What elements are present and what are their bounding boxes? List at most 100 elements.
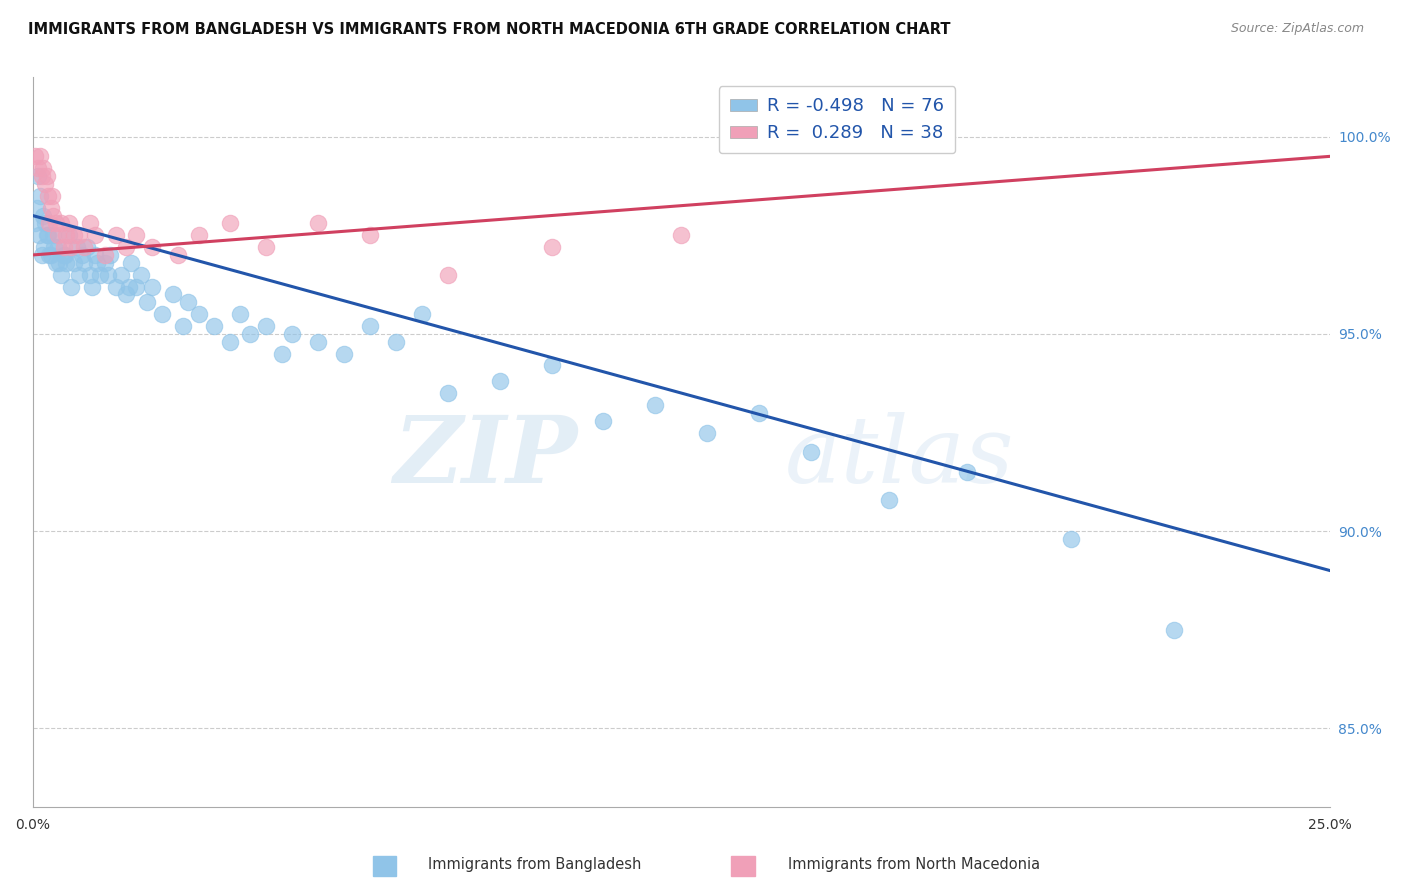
Point <box>94 256 117 270</box>
Point <box>73 240 96 254</box>
Point <box>177 295 200 310</box>
Point <box>32 240 55 254</box>
Point <box>110 268 132 282</box>
Point <box>229 307 252 321</box>
Point <box>436 386 458 401</box>
Point <box>79 268 101 282</box>
Point <box>31 161 53 176</box>
Point <box>333 346 356 360</box>
Point <box>49 268 72 282</box>
Point <box>28 228 51 243</box>
Point <box>141 240 163 254</box>
Point <box>98 248 121 262</box>
Point <box>86 256 108 270</box>
Point <box>67 228 90 243</box>
Point <box>956 465 979 479</box>
Point <box>45 256 67 270</box>
Point <box>67 268 90 282</box>
Point <box>89 268 111 282</box>
Point <box>218 216 240 230</box>
Point <box>63 228 86 243</box>
Text: Source: ZipAtlas.com: Source: ZipAtlas.com <box>1230 22 1364 36</box>
Point <box>202 318 225 333</box>
Point <box>30 149 52 163</box>
Point <box>135 295 157 310</box>
Point <box>45 216 67 230</box>
Point <box>150 307 173 321</box>
Point <box>35 228 58 243</box>
Point <box>37 228 59 243</box>
Point <box>24 149 46 163</box>
Point <box>31 209 53 223</box>
Point <box>131 268 153 282</box>
Point <box>1059 532 1081 546</box>
Point <box>125 279 148 293</box>
Point <box>1163 623 1185 637</box>
Point <box>166 248 188 262</box>
Point <box>540 240 562 254</box>
Point <box>63 256 86 270</box>
Point <box>540 359 562 373</box>
Point <box>34 216 56 230</box>
Point <box>436 268 458 282</box>
Text: Immigrants from North Macedonia: Immigrants from North Macedonia <box>787 857 1040 872</box>
Point <box>55 256 77 270</box>
Point <box>79 216 101 230</box>
Point <box>359 228 381 243</box>
Point <box>104 228 127 243</box>
Point <box>39 248 62 262</box>
Point <box>52 248 75 262</box>
Point <box>644 398 666 412</box>
Point <box>73 256 96 270</box>
Point <box>27 161 49 176</box>
Point <box>44 240 66 254</box>
Point <box>48 228 70 243</box>
Point <box>187 307 209 321</box>
Point <box>748 406 770 420</box>
Point <box>53 248 76 262</box>
Point <box>488 374 510 388</box>
Point <box>60 279 83 293</box>
Point <box>307 216 329 230</box>
Point <box>94 248 117 262</box>
Point <box>141 279 163 293</box>
Point <box>104 279 127 293</box>
Point <box>70 248 93 262</box>
Point <box>281 326 304 341</box>
Point <box>31 248 53 262</box>
Point <box>42 228 65 243</box>
Point <box>115 287 138 301</box>
Point <box>49 216 72 230</box>
Point <box>27 169 49 183</box>
Point <box>254 318 277 333</box>
Point <box>76 240 98 254</box>
Point <box>31 169 53 183</box>
Point <box>35 169 58 183</box>
Text: atlas: atlas <box>785 412 1015 502</box>
Point <box>411 307 433 321</box>
Point <box>48 256 70 270</box>
Point <box>38 248 60 262</box>
Point <box>30 188 52 202</box>
Point <box>52 240 75 254</box>
Point <box>359 318 381 333</box>
Point <box>117 279 139 293</box>
Text: ZIP: ZIP <box>394 412 578 502</box>
Point <box>55 228 77 243</box>
Point <box>877 492 900 507</box>
Point <box>385 334 408 349</box>
Text: IMMIGRANTS FROM BANGLADESH VS IMMIGRANTS FROM NORTH MACEDONIA 6TH GRADE CORRELAT: IMMIGRANTS FROM BANGLADESH VS IMMIGRANTS… <box>28 22 950 37</box>
Point <box>60 240 83 254</box>
Point <box>307 334 329 349</box>
Point <box>800 445 823 459</box>
Point <box>41 188 63 202</box>
Point <box>83 228 105 243</box>
Point <box>187 228 209 243</box>
Point <box>162 287 184 301</box>
Point <box>38 216 60 230</box>
Point <box>239 326 262 341</box>
Point <box>82 279 104 293</box>
Point <box>34 177 56 191</box>
Point <box>58 216 80 230</box>
Point <box>696 425 718 440</box>
